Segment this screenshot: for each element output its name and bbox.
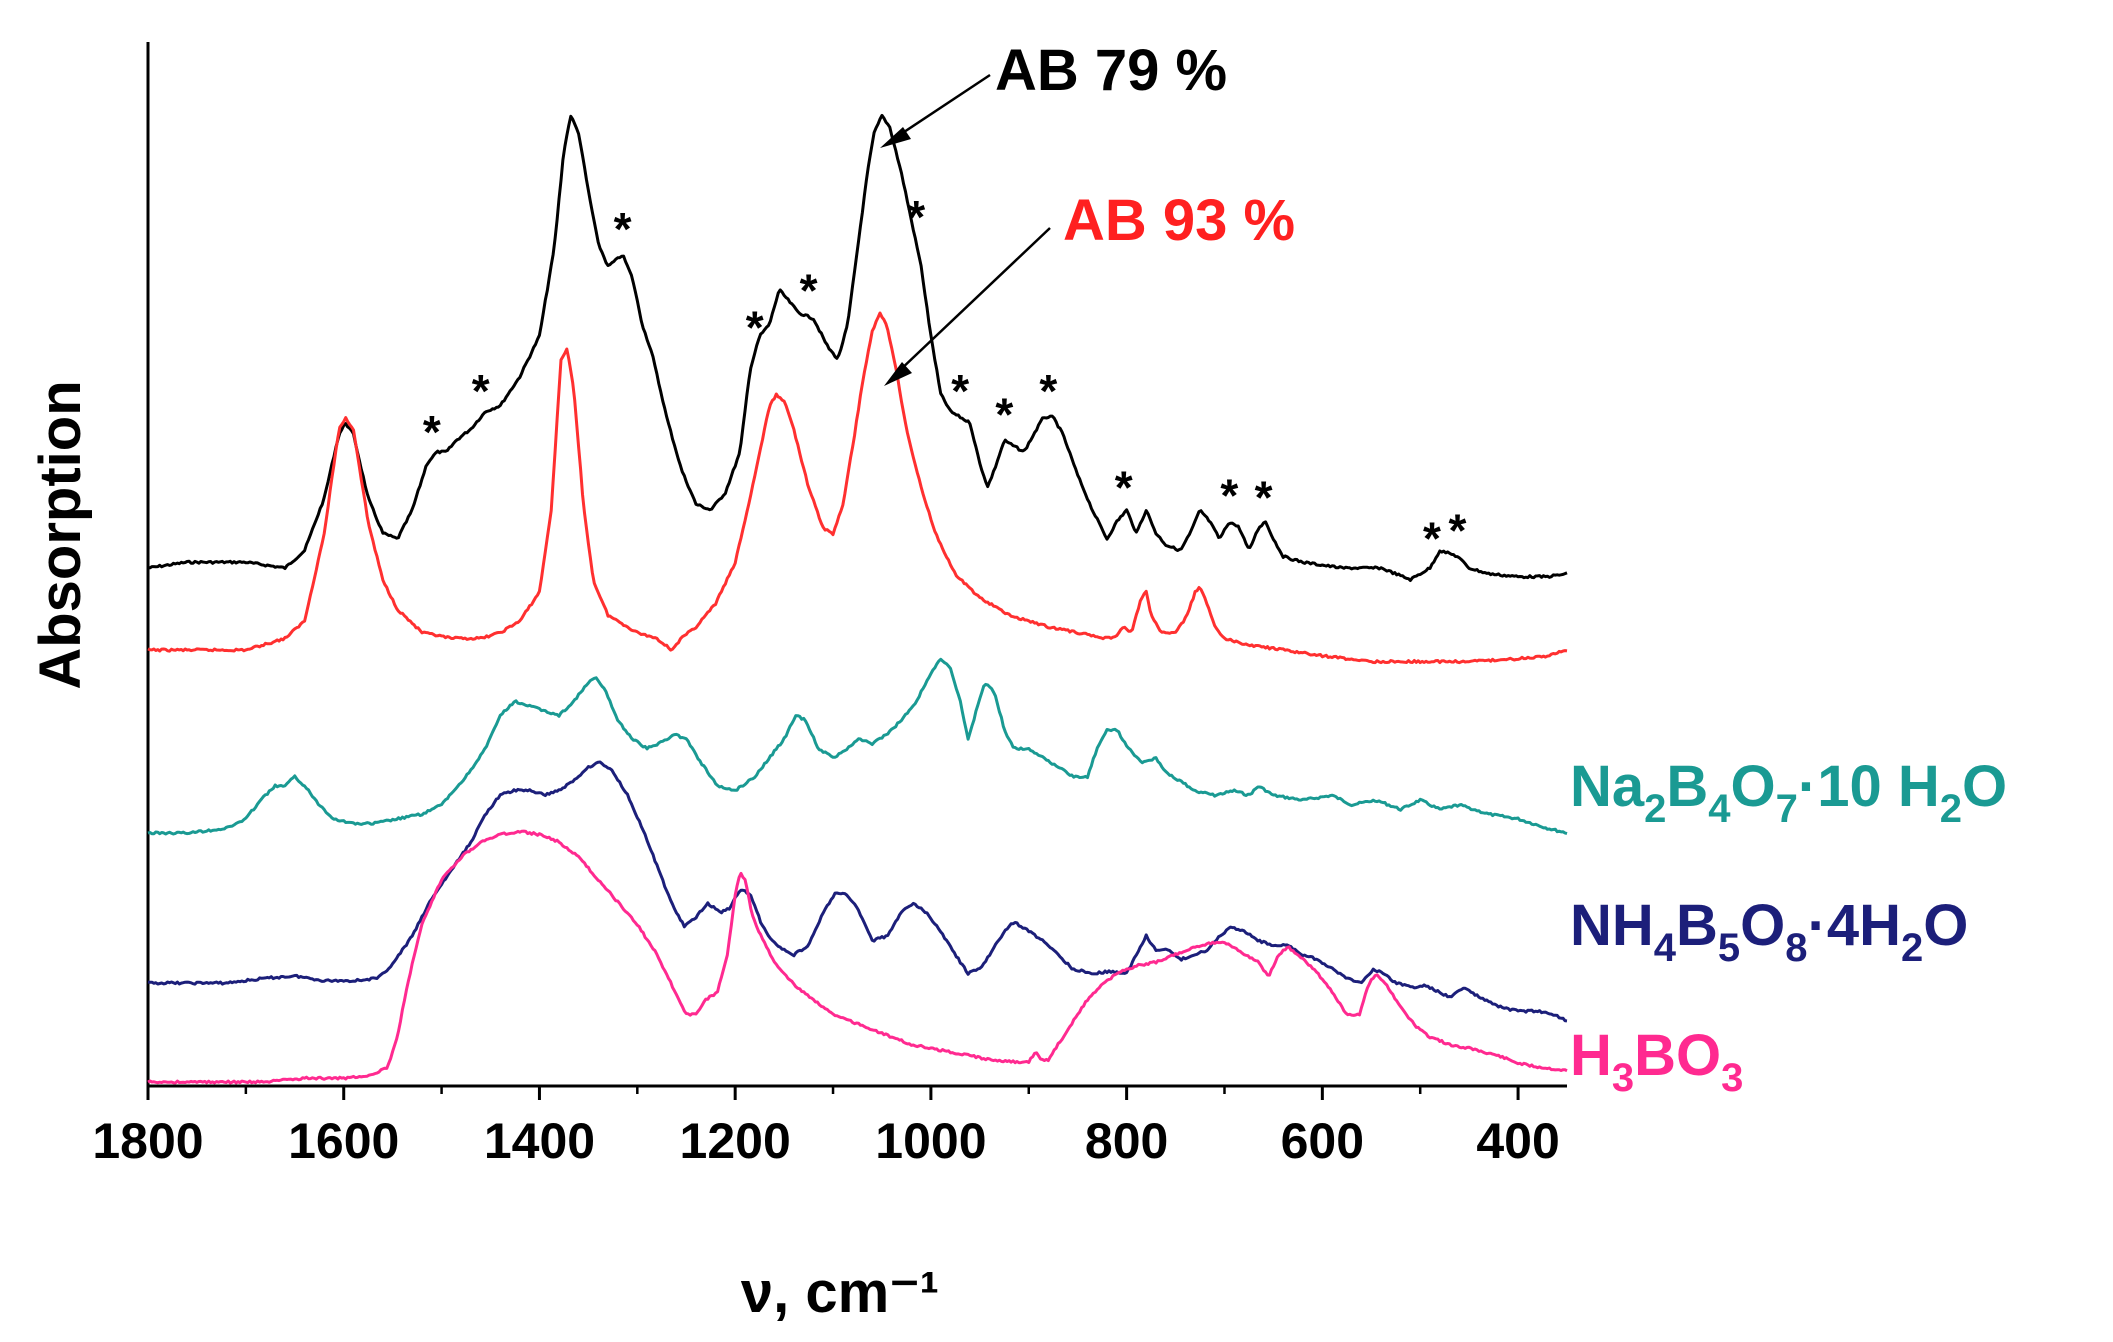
series-group [147, 113, 1568, 1085]
peak-star-13: * [1448, 504, 1466, 556]
label-boric-acid: H3BO3 [1570, 1023, 1743, 1100]
peak-star-3: * [746, 301, 764, 353]
x-axis-title: ν, cm⁻¹ [741, 1260, 939, 1325]
peak-star-1: * [472, 365, 490, 417]
x-tick-labels: 1800 1600 1400 1200 1000 800 600 400 [92, 1113, 1559, 1169]
peak-star-12: * [1423, 513, 1441, 565]
y-axis-title: Absorption [28, 380, 93, 689]
x-ticks [146, 1086, 1520, 1100]
label-ab79: AB 79 % [995, 38, 1227, 103]
x-tick-label-1600: 1600 [288, 1113, 399, 1169]
x-tick-label-800: 800 [1085, 1113, 1168, 1169]
x-tick-label-1000: 1000 [875, 1113, 986, 1169]
label-ab93: AB 93 % [1063, 188, 1295, 253]
ab79-arrow-line [894, 73, 991, 140]
peak-star-9: * [1115, 461, 1133, 513]
x-tick-label-400: 400 [1476, 1113, 1559, 1169]
peak-star-6: * [951, 365, 969, 417]
peak-star-7: * [995, 388, 1013, 440]
peak-star-4: * [800, 265, 818, 317]
peak-star-markers: ******* * ** * ** * [423, 191, 1467, 564]
series-line-boric [147, 829, 1568, 1085]
x-tick-label-1800: 1800 [92, 1113, 203, 1169]
ab93-arrow-head [884, 362, 912, 386]
series-line-borax [147, 657, 1568, 836]
ab79-arrow-head [880, 127, 911, 148]
peak-star-2: * [614, 203, 632, 255]
label-ammonium-pentaborate: NH4B5O8·4H2O [1570, 893, 1968, 970]
peak-star-11: * [1255, 471, 1273, 523]
label-borax: Na2B4O7·10 H2O [1570, 754, 2007, 831]
ab93-arrow-line [897, 227, 1051, 373]
series-line-ab79 [147, 113, 1568, 582]
peak-star-5: * [907, 191, 925, 243]
x-tick-label-1200: 1200 [680, 1113, 791, 1169]
x-tick-label-1400: 1400 [484, 1113, 595, 1169]
annotation-arrows [880, 73, 1051, 386]
x-tick-label-600: 600 [1281, 1113, 1364, 1169]
series-line-ab93 [147, 311, 1568, 665]
peak-star-8: * [1039, 365, 1057, 417]
peak-star-10: * [1220, 470, 1238, 522]
series-line-ammonium [147, 760, 1568, 1023]
peak-star-0: * [423, 406, 441, 458]
